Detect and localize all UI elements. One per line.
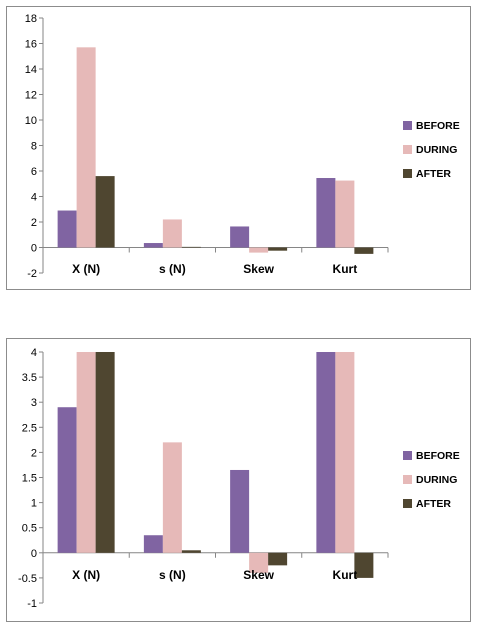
y-tick-label: 1.5 [22,473,37,485]
legend-swatch-before [403,121,412,130]
y-tick-label: 1 [31,498,37,510]
bar-before-2 [230,226,250,248]
chart-top: -2 0 2 4 6 8 10 12 14 16 18 X (N) s (N) Skew Kurt BEFOR… [6,6,471,290]
bar-before-0 [57,407,77,553]
y-tick-label: 10 [25,115,37,127]
legend-label-during: DURING [416,474,457,486]
y-tick-label: 0 [31,548,37,560]
y-tick-label: 3 [31,397,37,409]
y-tick-label: 4 [31,347,37,359]
y-tick-label: 16 [25,39,37,51]
legend-label-during: DURING [416,144,457,156]
y-tick-label: 0.5 [22,523,37,535]
bar-before-1 [143,243,163,248]
y-tick-label: 18 [25,13,37,25]
bar-during-1 [162,442,182,553]
y-tick-label: 0 [31,243,37,255]
bar-after-1 [181,246,201,248]
legend-label-before: BEFORE [416,120,460,132]
y-tick-label: 3.5 [22,372,37,384]
x-category-label: Kurt [333,262,358,276]
y-tick-label: 2.5 [22,422,37,434]
chart-bottom-svg: -1 -0.5 0 0.5 1 1.5 2 2.5 3 3.5 4 X (N) s (N) Skew Kur… [18,347,460,610]
y-tick-label: 12 [25,90,37,102]
bar-during-0 [76,352,96,553]
legend-label-after: AFTER [416,498,451,510]
bar-during-1 [162,219,182,248]
x-category-label: X (N) [72,262,100,276]
bar-before-1 [143,535,163,553]
bar-after-2 [268,247,288,251]
y-tick-label: 6 [31,166,37,178]
x-category-label: Skew [243,568,274,582]
legend-swatch-before [403,451,412,460]
bar-during-2 [249,247,269,253]
chart-bottom: -1 -0.5 0 0.5 1 1.5 2 2.5 3 3.5 4 X (N) s (N) Skew Kur… [6,338,471,622]
x-category-label: s (N) [159,568,186,582]
bar-during-3 [335,352,355,553]
bar-after-1 [181,550,201,553]
bar-before-3 [316,178,336,248]
bar-during-3 [335,180,355,248]
bar-after-3 [354,552,374,578]
bar-during-0 [76,47,96,248]
legend-swatch-during [403,475,412,484]
y-tick-label: -0.5 [18,573,37,585]
y-tick-label: -2 [27,268,37,280]
bar-after-2 [268,552,288,566]
legend-label-before: BEFORE [416,450,460,462]
x-category-label: Kurt [333,568,358,582]
bar-before-0 [57,210,77,248]
y-tick-label: 8 [31,141,37,153]
legend-swatch-after [403,169,412,178]
y-tick-label: 2 [31,217,37,229]
x-category-label: s (N) [159,262,186,276]
y-tick-label: -1 [27,598,37,610]
legend-swatch-after [403,499,412,508]
x-category-label: Skew [243,262,274,276]
chart-top-svg: -2 0 2 4 6 8 10 12 14 16 18 X (N) s (N) Skew Kurt BEFOR… [25,13,460,280]
y-tick-label: 14 [25,64,37,76]
y-tick-label: 4 [31,192,37,204]
bar-during-2 [249,552,269,573]
y-tick-label: 2 [31,447,37,459]
bar-after-0 [95,176,115,248]
x-category-label: X (N) [72,568,100,582]
bar-after-0 [95,352,115,553]
bar-after-3 [354,247,374,254]
legend-label-after: AFTER [416,168,451,180]
bar-before-2 [230,469,250,553]
legend-swatch-during [403,145,412,154]
bar-before-3 [316,352,336,553]
